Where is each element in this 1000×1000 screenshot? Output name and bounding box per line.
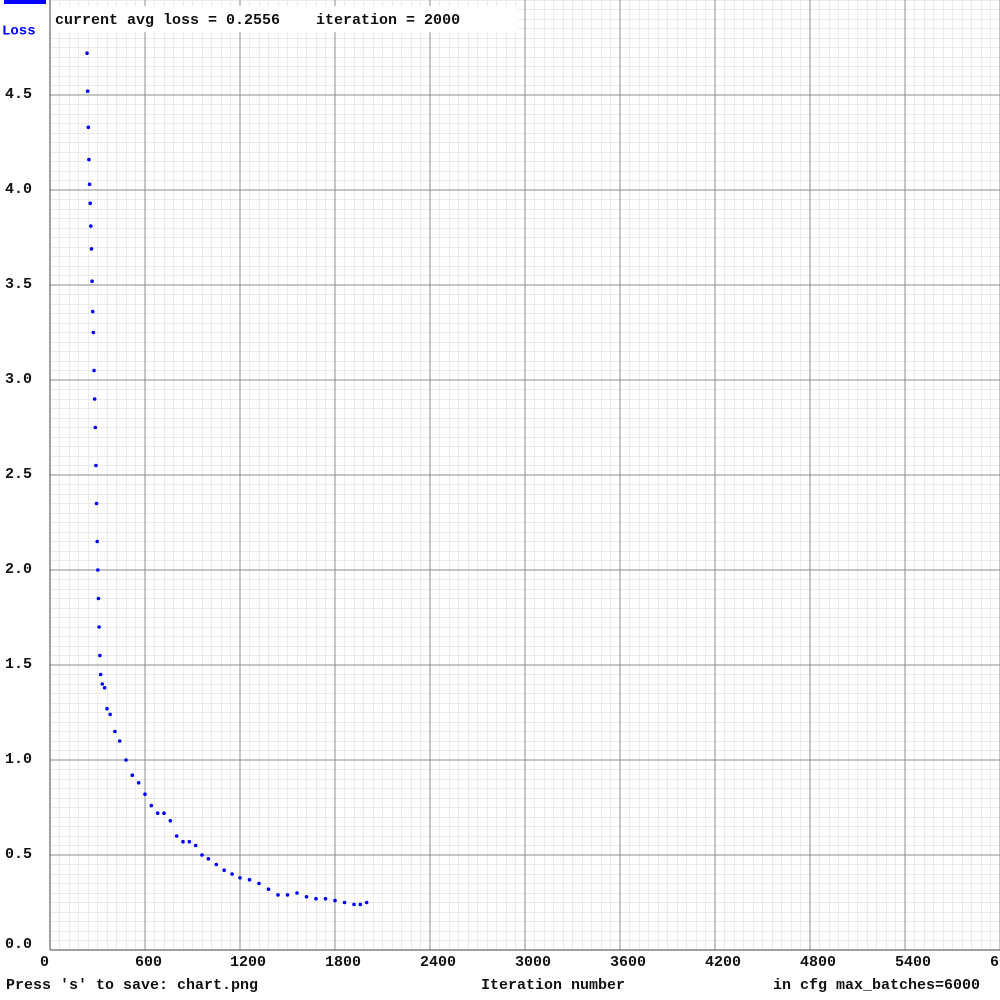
y-tick-label: 2.0 — [5, 561, 32, 578]
loss-point — [89, 247, 94, 251]
y-tick-label: 3.0 — [5, 371, 32, 388]
loss-point — [100, 682, 105, 686]
loss-point — [214, 862, 219, 867]
loss-point — [304, 895, 309, 899]
x-tick-label: 4200 — [705, 954, 741, 971]
title-box — [48, 6, 518, 32]
loss-point — [162, 811, 166, 815]
loss-point — [124, 758, 128, 762]
y-tick-label: 2.5 — [5, 466, 32, 483]
loss-point — [102, 686, 107, 690]
loss-point — [168, 819, 173, 823]
loss-point — [89, 224, 93, 228]
loss-point — [96, 568, 100, 572]
y-tick-label: 1.0 — [5, 751, 32, 768]
loss-point — [93, 425, 98, 430]
loss-point — [149, 803, 154, 808]
loss-point — [92, 397, 97, 401]
loss-point — [364, 900, 369, 905]
y-tick-label: 4.5 — [5, 86, 32, 103]
loss-point — [333, 898, 337, 903]
loss-point — [87, 157, 91, 162]
loss-point — [266, 887, 271, 891]
loss-point — [91, 330, 96, 335]
loss-point — [97, 625, 101, 629]
loss-point — [222, 868, 226, 872]
loss-point — [98, 672, 103, 677]
loss-point — [117, 739, 122, 743]
loss-point — [95, 539, 99, 544]
loss-point — [94, 501, 99, 506]
loss-point — [105, 706, 109, 711]
loss-point — [187, 839, 192, 844]
loss-point — [155, 811, 160, 815]
loss-point — [92, 368, 96, 373]
x-tick-label: 4800 — [800, 954, 836, 971]
loss-point — [143, 792, 147, 796]
footer-left: Press 's' to save: chart.png — [6, 977, 258, 994]
x-axis-label: Iteration number — [481, 977, 625, 994]
x-tick-label: 1800 — [325, 954, 361, 971]
loss-point — [230, 872, 234, 876]
loss-point — [98, 653, 102, 658]
loss-point — [200, 853, 204, 857]
loss-point — [136, 781, 141, 785]
footer-right: in cfg max_batches=6000 — [773, 977, 980, 994]
loss-point — [113, 729, 117, 734]
loss-point — [87, 182, 92, 187]
x-tick-label: 2400 — [420, 954, 456, 971]
y-tick-label: 0.5 — [5, 846, 32, 863]
loss-point — [108, 712, 112, 717]
loss-point — [358, 902, 363, 907]
chart-title: current avg loss = 0.2556 iteration = 20… — [55, 12, 460, 29]
x-tick-label: 0 — [40, 954, 49, 971]
loss-point — [323, 896, 328, 901]
loss-point — [314, 896, 318, 901]
loss-point — [295, 891, 299, 895]
loss-point — [174, 834, 179, 838]
y-tick-label: 1.5 — [5, 656, 32, 673]
x-tick-label: 3600 — [610, 954, 646, 971]
loss-point — [88, 201, 93, 206]
loss-point — [352, 902, 356, 907]
loss-point — [85, 51, 89, 55]
loss-point — [276, 893, 280, 897]
loss-point — [257, 881, 261, 886]
loss-point — [206, 857, 211, 861]
y-tick-label: 4.0 — [5, 181, 32, 198]
loss-point — [86, 125, 91, 130]
loss-point — [181, 839, 185, 844]
x-tick-label: 5400 — [895, 954, 931, 971]
loss-point — [85, 89, 90, 93]
x-tick-label: 3000 — [515, 954, 551, 971]
loss-point — [238, 876, 242, 880]
loss-point — [193, 843, 198, 848]
x-tick-label: 60 — [990, 954, 1000, 971]
x-tick-label: 1200 — [230, 954, 266, 971]
legend-swatch — [4, 0, 46, 4]
x-tick-label: 600 — [135, 954, 162, 971]
loss-point — [247, 877, 252, 882]
loss-point — [130, 773, 135, 777]
y-tick-label: 0.0 — [5, 936, 32, 953]
loss-point — [90, 309, 95, 314]
y-tick-label: 3.5 — [5, 276, 32, 293]
loss-point — [96, 596, 101, 601]
loss-point — [342, 900, 347, 905]
y-axis-label: Loss — [2, 24, 36, 40]
loss-point — [285, 893, 290, 897]
loss-point — [90, 279, 94, 284]
loss-point — [94, 463, 98, 468]
